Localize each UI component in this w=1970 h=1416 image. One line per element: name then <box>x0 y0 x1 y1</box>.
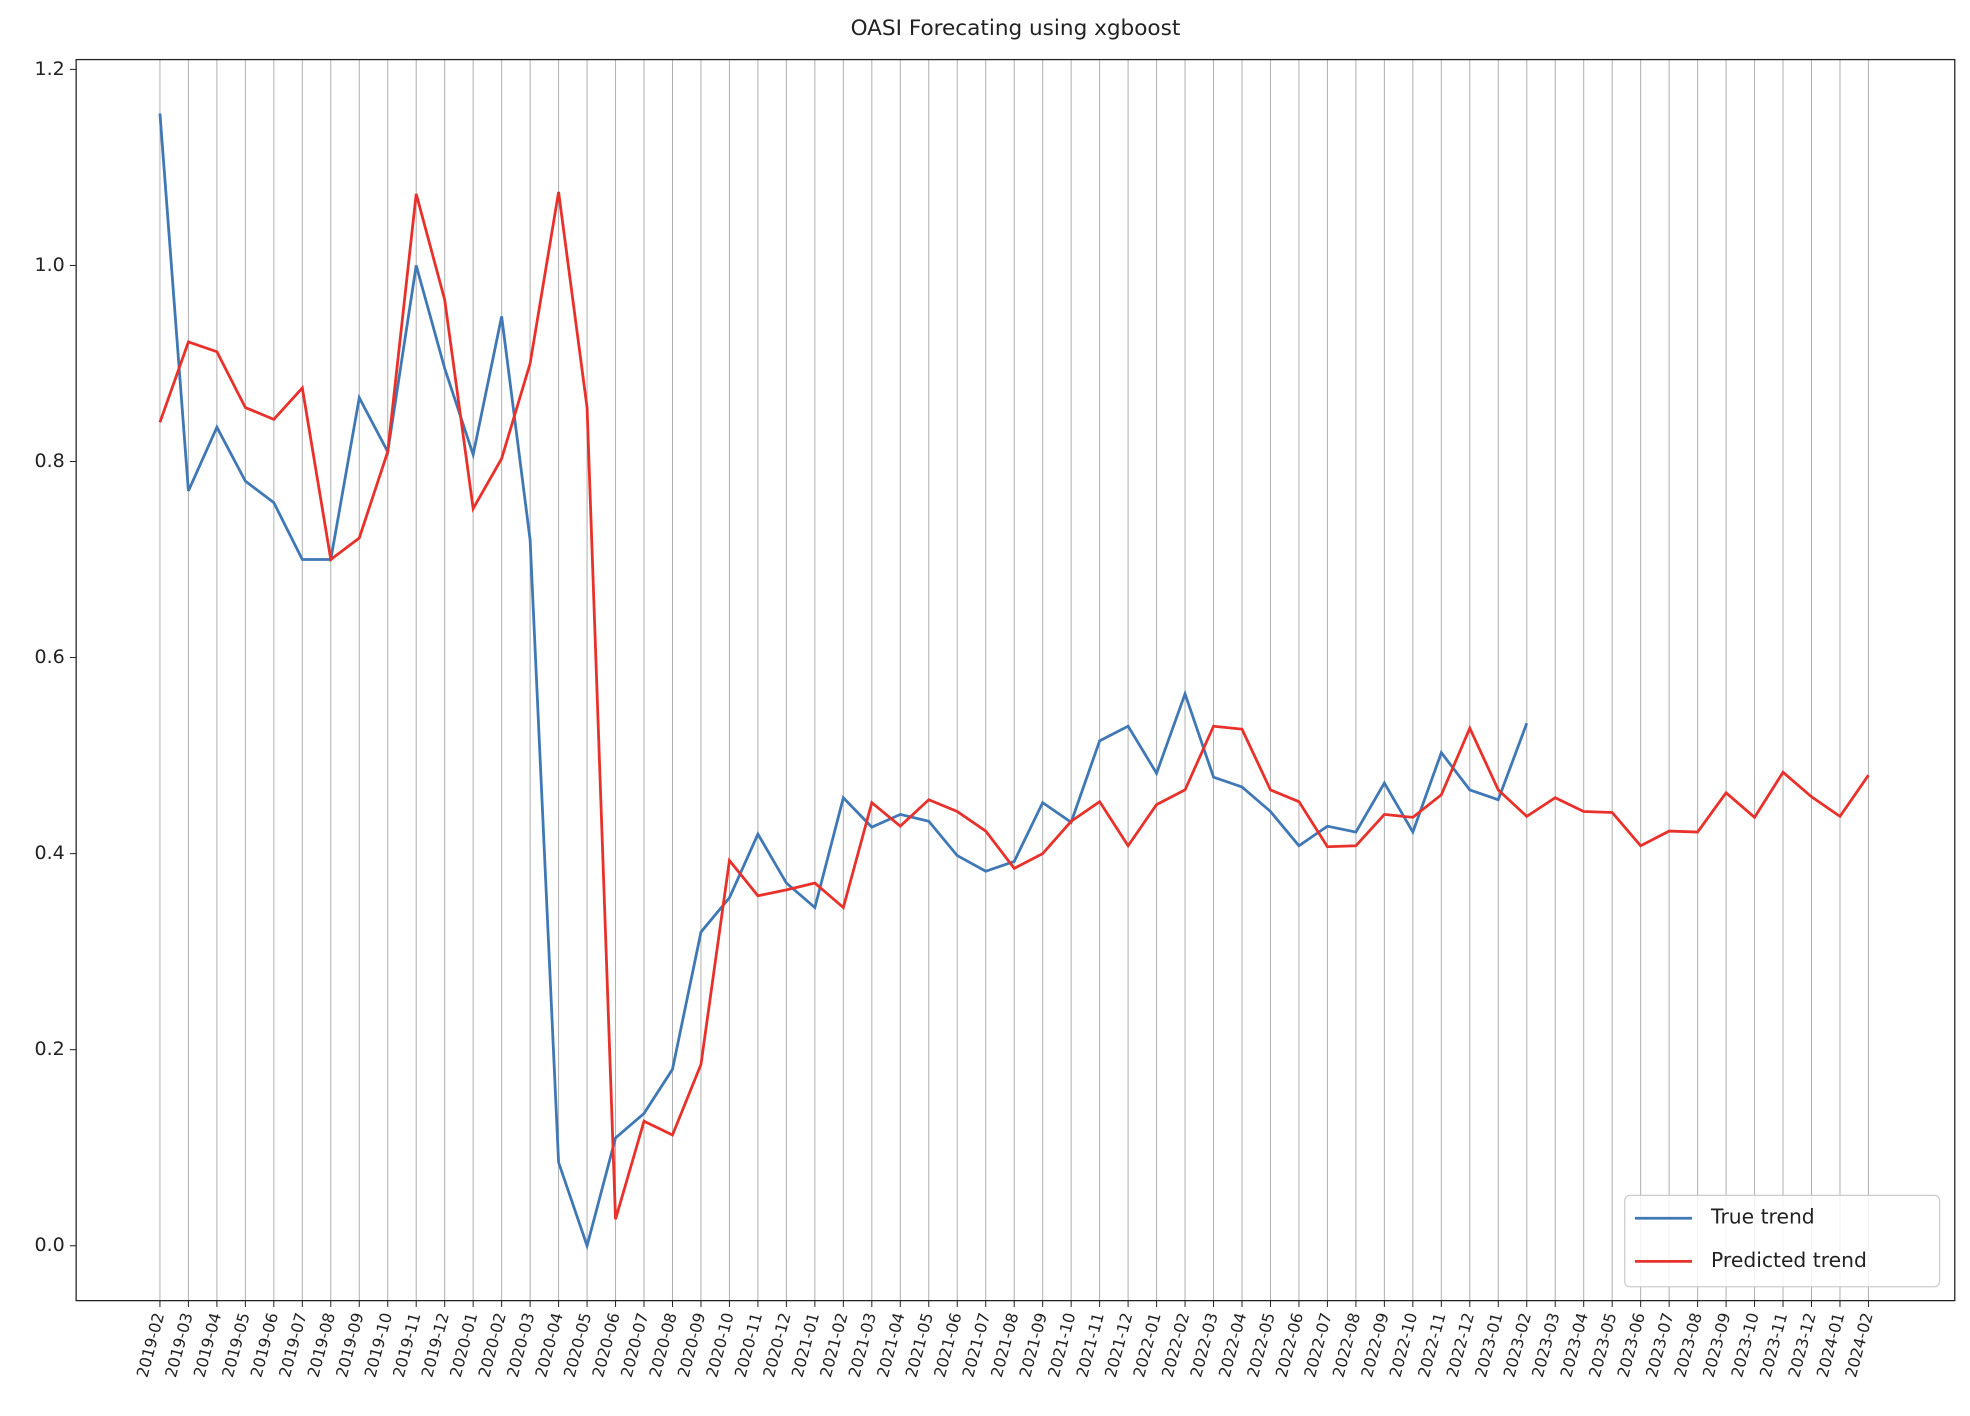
legend-box <box>1624 1194 1941 1288</box>
y-tick-label: 1.0 <box>34 254 64 276</box>
series-line <box>158 191 1870 1220</box>
legend-label: True trend <box>1710 1205 1815 1229</box>
plot-frame <box>75 58 1956 1302</box>
y-tick-label: 0.6 <box>34 646 64 668</box>
y-tick-label: 0.8 <box>34 450 64 472</box>
legend: True trend Predicted trend <box>1624 1194 1941 1288</box>
legend-label: Predicted trend <box>1711 1248 1867 1272</box>
y-tick-label: 0.4 <box>34 842 64 864</box>
chart-title: OASI Forecating using xgboost <box>851 16 1181 41</box>
y-tick-label: 0.0 <box>34 1234 64 1256</box>
y-tick-label: 0.2 <box>34 1038 64 1060</box>
y-tick-label: 1.2 <box>34 58 64 80</box>
